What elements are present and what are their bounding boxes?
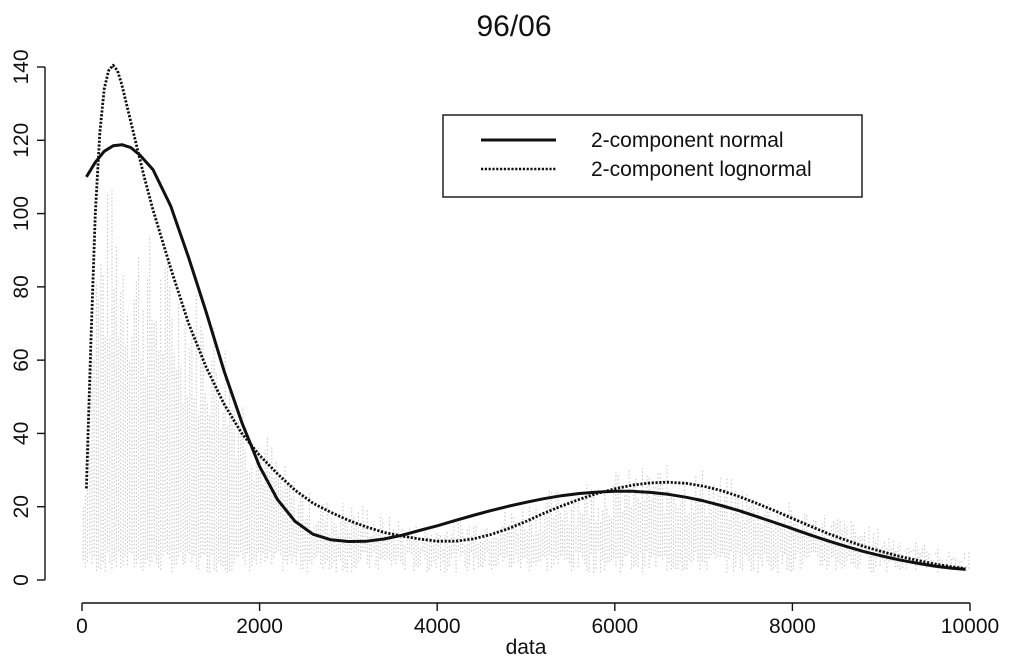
y-tick-label: 60 (10, 348, 33, 371)
density-curves (85, 63, 966, 571)
y-tick-label: 80 (10, 275, 33, 298)
y-tick-label: 100 (10, 196, 33, 231)
y-tick-label: 40 (10, 422, 33, 445)
x-tick-label: 4000 (414, 615, 461, 638)
y-tick-label: 140 (10, 49, 33, 84)
x-tick-label: 0 (76, 615, 88, 638)
background-histogram (82, 189, 970, 573)
series-lognormal-line (85, 63, 966, 570)
x-tick-label: 8000 (769, 615, 816, 638)
x-axis-label: data (506, 636, 547, 659)
y-tick-label: 20 (10, 495, 33, 518)
x-tick-label: 6000 (591, 615, 638, 638)
axes: 0 2000 4000 6000 8000 10000 0 20 40 60 80 100 120 140 (10, 49, 999, 638)
legend-label-lognormal: 2-component lognormal (591, 158, 812, 181)
legend: 2-component normal 2-component lognormal (442, 114, 863, 198)
chart-title: 96/06 (476, 10, 551, 43)
y-tick-label: 0 (10, 574, 33, 586)
x-tick-label: 2000 (236, 615, 283, 638)
series-normal-line (85, 143, 966, 571)
legend-box (442, 114, 863, 198)
legend-label-normal: 2-component normal (591, 129, 784, 152)
y-tick-label: 120 (10, 123, 33, 158)
x-tick-label: 10000 (941, 615, 999, 638)
